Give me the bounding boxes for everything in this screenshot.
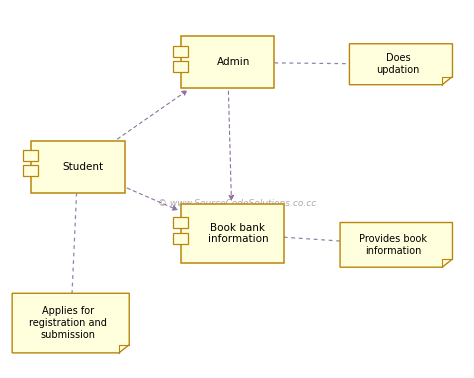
Bar <box>173 46 188 57</box>
Text: Does
updation: Does updation <box>376 53 419 75</box>
Polygon shape <box>12 293 129 353</box>
Text: Admin: Admin <box>217 57 250 67</box>
Text: Book bank
information: Book bank information <box>208 223 268 245</box>
Text: Applies for
registration and
submission: Applies for registration and submission <box>28 307 107 340</box>
Text: Student: Student <box>63 162 104 172</box>
Polygon shape <box>340 223 453 267</box>
Bar <box>173 60 188 72</box>
Bar <box>23 165 37 176</box>
Bar <box>181 204 284 263</box>
Bar <box>181 36 274 88</box>
Bar <box>173 233 188 245</box>
Bar <box>173 217 188 228</box>
Text: Provides book
information: Provides book information <box>359 234 427 256</box>
Bar <box>31 141 125 193</box>
Polygon shape <box>349 44 453 85</box>
Bar <box>23 150 37 161</box>
Text: © www.SourceCodeSolutions.co.cc: © www.SourceCodeSolutions.co.cc <box>158 200 316 208</box>
